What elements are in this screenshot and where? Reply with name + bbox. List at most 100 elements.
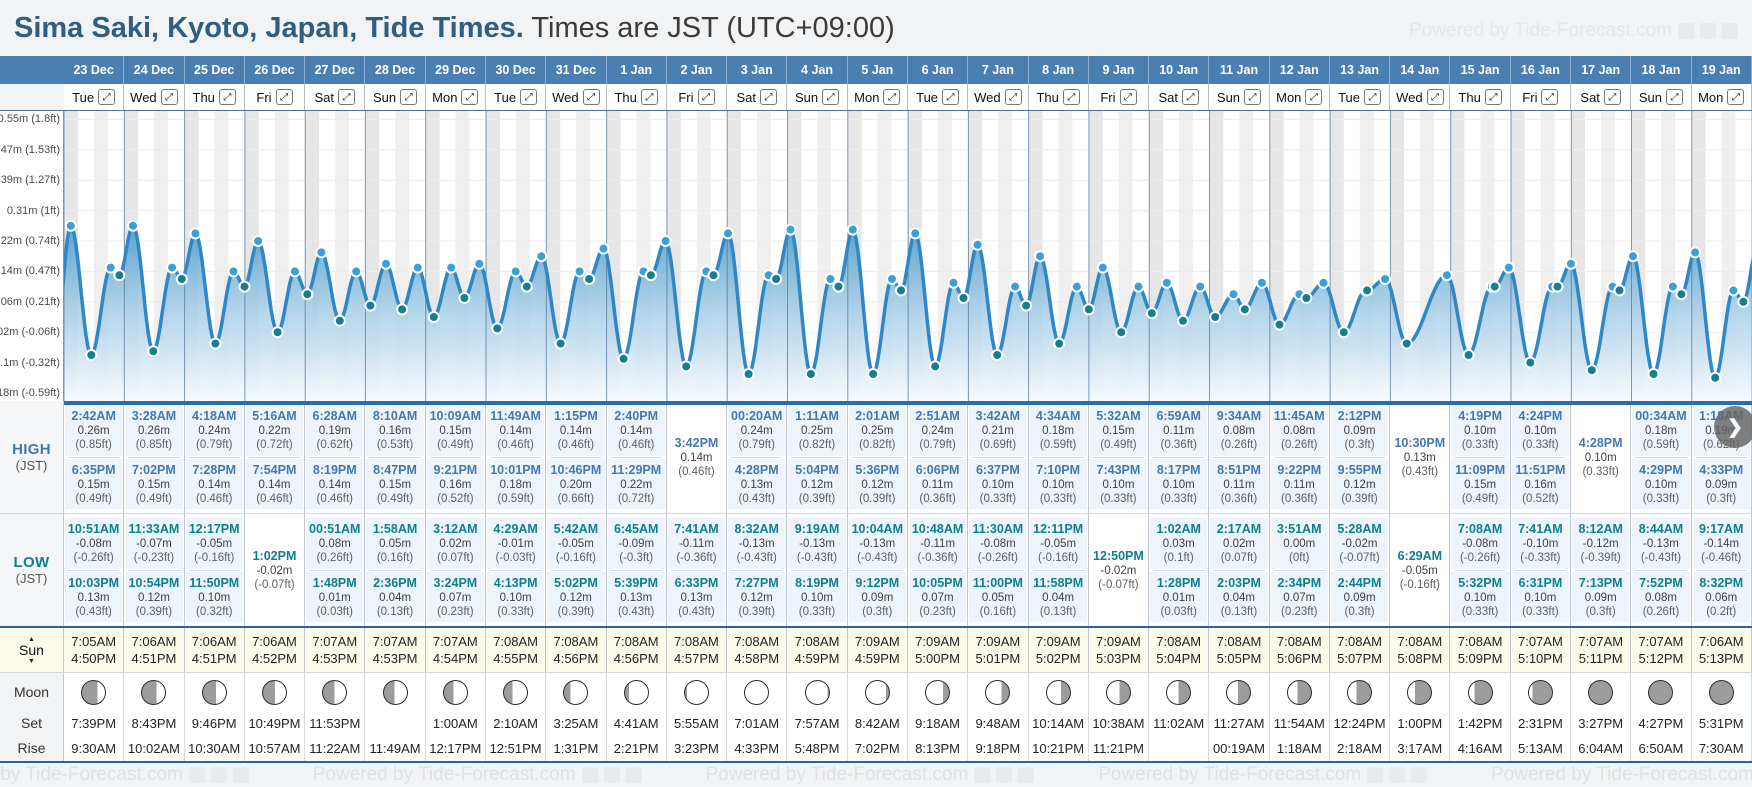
expand-day-button[interactable]: ⤢ <box>338 89 356 105</box>
low-tide-time: 7:41AM <box>674 522 719 537</box>
tide-height-ft: (0.62ft) <box>316 439 353 452</box>
low-tide-entry: 8:32PM 0.06m (0.2ft) <box>1692 571 1750 622</box>
y-axis-label: 0.06m (0.21ft) <box>0 295 60 308</box>
expand-day-button[interactable]: ⤢ <box>1119 89 1137 105</box>
expand-day-button[interactable]: ⤢ <box>218 89 236 105</box>
low-tide-point <box>1209 311 1222 323</box>
low-tide-cell: 2:17AM 0.02m (0.07ft) 2:03PM 0.04m (0.13ft) <box>1209 514 1270 626</box>
moon-row: Moon <box>0 672 1752 711</box>
high-tide-time: 11:09PM <box>1455 462 1506 477</box>
expand-day-button[interactable]: ⤢ <box>160 89 178 105</box>
high-tide-entry: 10:01PM 0.18m (0.59ft) <box>486 458 545 509</box>
high-tide-point <box>909 227 922 240</box>
moonset-time-cell: 9:18AM <box>908 711 969 735</box>
expand-day-button[interactable]: ⤢ <box>1727 89 1745 105</box>
low-tide-point <box>832 280 845 293</box>
low-tide-entry: 2:17AM 0.02m (0.07ft) <box>1210 518 1268 569</box>
high-tide-point <box>411 261 424 274</box>
sunset-arrow-icon: ▼ <box>28 657 35 665</box>
low-tide-entry: 5:28AM -0.02m (-0.07ft) <box>1330 518 1389 569</box>
expand-day-button[interactable]: ⤢ <box>461 89 479 105</box>
moonrise-time-cell: 4:33PM <box>727 735 788 761</box>
tide-height-m: 0.26m <box>77 425 110 438</box>
date-cell: 18 Jan <box>1631 56 1692 84</box>
tide-height-ft: (0.26ft) <box>1220 439 1258 452</box>
low-tide-time: 4:29AM <box>493 522 538 537</box>
expand-day-button[interactable]: ⤢ <box>1666 89 1684 105</box>
expand-day-button[interactable]: ⤢ <box>520 89 538 105</box>
expand-day-button[interactable]: ⤢ <box>942 89 960 105</box>
tide-height-ft: (0.43ft) <box>1401 466 1439 478</box>
moon-cell <box>727 673 788 711</box>
low-tide-entry: 11:50PM 0.10m (0.32ft) <box>185 571 243 622</box>
high-tide-entry: 6:37PM 0.10m (0.33ft) <box>969 458 1027 509</box>
expand-day-button[interactable]: ⤢ <box>1062 89 1080 105</box>
expand-day-button[interactable]: ⤢ <box>275 89 293 105</box>
day-cell: Mon ⤢ <box>848 84 908 110</box>
moonset-row: Set 7:39PM 8:43PM 9:46PM 10:49PM 11:53PM 1:00… <box>0 711 1752 735</box>
expand-day-button[interactable]: ⤢ <box>1305 89 1323 105</box>
expand-day-button[interactable]: ⤢ <box>582 89 600 105</box>
moonset-time-cell: 4:27PM <box>1631 711 1692 735</box>
tide-height-ft: (0.13ft) <box>1039 605 1077 618</box>
expand-day-button[interactable]: ⤢ <box>1484 89 1502 105</box>
moon-phase-icon <box>1407 679 1433 705</box>
expand-day-button[interactable]: ⤢ <box>1364 89 1381 105</box>
high-tide-point <box>1666 280 1679 293</box>
expand-day-button[interactable]: ⤢ <box>1004 89 1022 105</box>
tide-height-m: 0.10m <box>1644 478 1677 491</box>
high-tide-time: 7:10PM <box>1036 462 1081 477</box>
tide-entry-divider <box>610 569 662 571</box>
expand-day-button[interactable]: ⤢ <box>883 89 901 105</box>
tide-height-m: 0.10m <box>1464 591 1497 604</box>
low-tide-time: 7:13PM <box>1578 575 1623 590</box>
date-cell: 12 Jan <box>1270 56 1330 84</box>
next-period-button[interactable]: ❯ <box>1714 406 1752 448</box>
y-axis-label: -0.1m (-0.32ft) <box>0 356 60 369</box>
expand-day-button[interactable]: ⤢ <box>1541 89 1559 105</box>
high-tide-cell: 2:42AM 0.26m (0.85ft) 6:35PM 0.15m (0.49ft) <box>64 401 125 513</box>
moon-phase-icon <box>322 679 348 705</box>
y-axis-label: -0.02m (-0.06ft) <box>0 326 60 339</box>
tide-height-m: -0.01m <box>497 538 534 551</box>
low-tide-row: LOW (JST) 10:51AM -0.08m (-0.26ft) 10:03PM 0… <box>0 513 1752 626</box>
watermark-top: Powered by Tide-Forecast.com <box>1409 20 1738 42</box>
tide-height-m: -0.05m <box>557 538 594 551</box>
low-tide-point <box>1613 284 1626 297</box>
expand-day-button[interactable]: ⤢ <box>1244 89 1262 105</box>
moon-cell <box>1330 673 1391 711</box>
expand-day-button[interactable]: ⤢ <box>822 89 840 105</box>
tide-entry-divider <box>188 569 240 571</box>
high-tide-time: 1:11AM <box>795 409 839 424</box>
tide-height-ft: (0.36ft) <box>1220 492 1258 505</box>
low-tide-entry: 1:48PM 0.01m (0.03ft) <box>306 571 364 622</box>
expand-day-button[interactable]: ⤢ <box>759 89 777 105</box>
tide-height-m: 0.11m <box>922 478 954 491</box>
expand-day-button[interactable]: ⤢ <box>697 89 715 105</box>
expand-icon: ⤢ <box>1670 91 1679 103</box>
sun-times-cell: 7:09AM 5:00PM <box>908 628 969 672</box>
sunset-time: 5:01PM <box>975 651 1021 666</box>
expand-day-button[interactable]: ⤢ <box>400 89 418 105</box>
low-tide-time: 7:41AM <box>1518 522 1563 537</box>
low-label: LOW <box>13 554 50 571</box>
high-tide-entry: 00:34AM 0.18m (0.59ft) <box>1632 405 1690 456</box>
sun-times-cell: 7:08AM 4:59PM <box>787 628 848 672</box>
expand-day-button[interactable]: ⤢ <box>98 89 116 105</box>
tide-height-ft: (-0.33ft) <box>1520 552 1561 565</box>
tide-height-ft: (0.33ft) <box>1522 605 1559 618</box>
page-title-timezone: Times are JST (UTC+09:00) <box>523 12 895 44</box>
day-label: Tue <box>1338 89 1360 105</box>
sun-times-cell: 7:08AM 4:57PM <box>667 628 728 672</box>
tide-height-m: 0.19m <box>318 425 351 438</box>
expand-day-button[interactable]: ⤢ <box>640 89 658 105</box>
high-tide-cell: 3:42PM 0.14m (0.46ft) <box>667 401 728 513</box>
low-tide-cell: 1:58AM 0.05m (0.16ft) 2:36PM 0.04m (0.13ft) <box>365 514 426 626</box>
expand-day-button[interactable]: ⤢ <box>1181 89 1199 105</box>
moonrise-time-cell: 6:04AM <box>1571 735 1632 761</box>
expand-day-button[interactable]: ⤢ <box>1603 89 1621 105</box>
tide-height-ft: (-0.03ft) <box>495 552 536 565</box>
expand-day-button[interactable]: ⤢ <box>1426 89 1444 105</box>
low-tide-cell: 12:11PM -0.05m (-0.16ft) 11:58PM 0.04m (0.13f… <box>1029 514 1089 626</box>
tide-entry-divider <box>1514 569 1567 571</box>
